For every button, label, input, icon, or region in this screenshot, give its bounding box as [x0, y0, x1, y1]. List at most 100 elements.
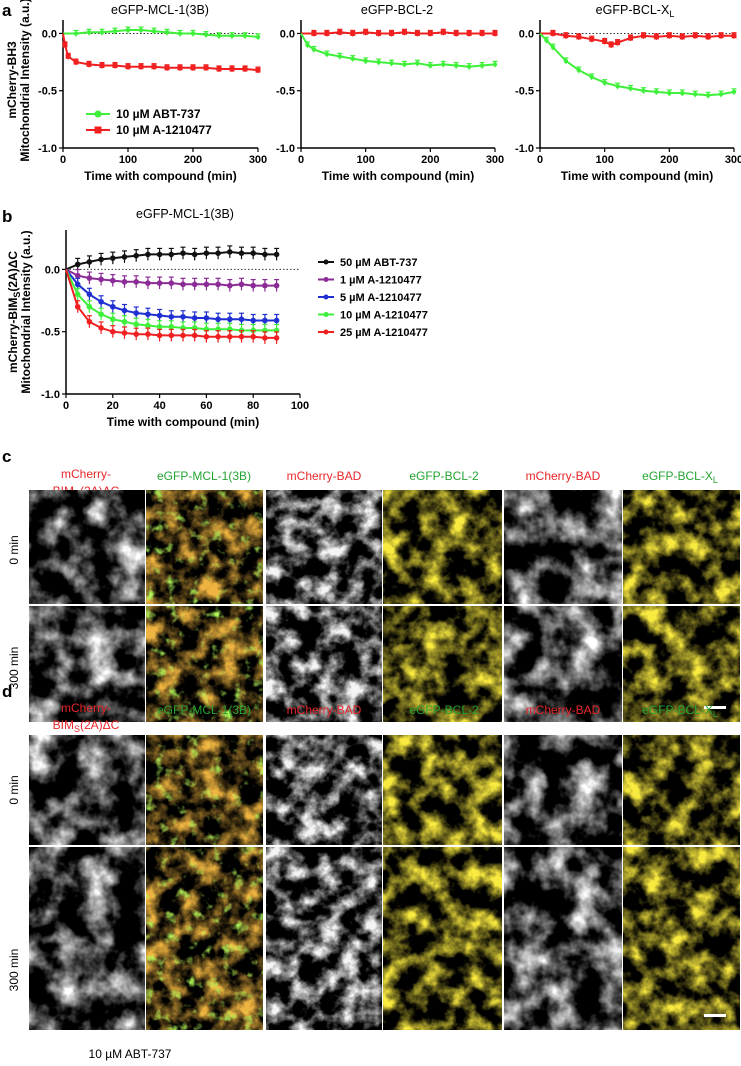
y-tick-label: -1.0 — [276, 143, 295, 155]
data-point — [615, 83, 620, 89]
data-point — [86, 259, 93, 265]
data-point — [168, 332, 175, 339]
c-tile-r1-c1 — [146, 606, 263, 722]
data-point — [215, 250, 221, 256]
y-tick-label: -1.0 — [515, 143, 534, 155]
data-point — [641, 88, 646, 93]
data-point — [229, 33, 235, 38]
data-point — [133, 321, 139, 328]
data-point — [544, 38, 549, 43]
svg-text:Mitochondrial Intensity (a.u.): Mitochondrial Intensity (a.u.) — [18, 0, 32, 162]
data-point — [191, 315, 198, 321]
data-point — [216, 33, 222, 38]
data-point — [441, 62, 446, 67]
data-point — [168, 323, 175, 330]
header-d-bim-line2: BIMS(2A)ΔC — [53, 718, 120, 734]
chart-a-legend: 10 µM ABT-737 10 µM A-1210477 — [86, 107, 212, 137]
data-point — [454, 63, 459, 68]
data-point — [138, 64, 144, 70]
svg-text:5 µM A-1210477: 5 µM A-1210477 — [340, 292, 422, 304]
data-point — [718, 33, 724, 39]
y-tick-label: -0.5 — [38, 86, 57, 98]
x-tick-label: 300 — [249, 154, 267, 166]
row-label-d-300min: 300 min — [7, 949, 21, 992]
data-point — [191, 251, 198, 258]
data-point — [74, 261, 81, 268]
x-axis-label: Time with compound (min) — [84, 169, 236, 183]
data-point — [250, 282, 256, 289]
data-point — [227, 316, 233, 323]
data-point — [110, 255, 116, 261]
chart-a-bcl2: 0.0 -0.5 -1.00 100 200 300 Time with compound … — [276, 20, 504, 183]
legend-b-item-0: 50 µM ABT-737 — [318, 257, 417, 269]
data-point — [563, 58, 569, 64]
data-point — [98, 298, 104, 305]
data-point — [190, 65, 196, 71]
x-tick-label: 100 — [119, 154, 137, 166]
data-point — [164, 30, 170, 35]
data-point — [145, 322, 151, 329]
data-point — [168, 313, 175, 320]
header-c-bclxl: eGFP-BCL-XL — [642, 469, 718, 485]
data-point — [589, 74, 594, 80]
data-point — [121, 318, 128, 325]
data-point — [238, 333, 245, 340]
panel-label-d: d — [2, 682, 12, 701]
data-point — [415, 61, 420, 66]
data-point — [216, 66, 222, 72]
y-tick-label: 0.0 — [45, 264, 60, 276]
data-point — [74, 272, 81, 279]
data-point — [262, 282, 268, 289]
data-point — [440, 29, 446, 35]
data-point — [453, 30, 459, 36]
series-line — [301, 31, 495, 35]
data-point — [731, 33, 737, 39]
x-tick-label: 100 — [291, 400, 309, 412]
d-tile-r1-c3 — [383, 847, 502, 1030]
data-point — [389, 61, 394, 66]
data-point — [363, 58, 368, 64]
data-point — [62, 42, 68, 48]
d-tile-r1-c2 — [266, 847, 382, 1030]
x-tick-label: 100 — [356, 154, 374, 166]
data-point — [680, 90, 685, 96]
y-tick-label: 0.0 — [280, 28, 295, 40]
data-point — [98, 311, 104, 318]
data-point — [250, 250, 256, 256]
data-point — [145, 280, 151, 286]
data-point — [273, 282, 280, 289]
d-tile-r0-c2 — [266, 735, 382, 845]
series-2 — [65, 268, 280, 327]
d-tile-r0-c5 — [623, 735, 740, 845]
d-tile-r1-c0 — [29, 847, 145, 1030]
svg-text:10 µM A-1210477: 10 µM A-1210477 — [116, 123, 212, 137]
data-point — [86, 303, 93, 310]
data-point — [705, 93, 711, 98]
data-point — [692, 33, 698, 39]
data-point — [563, 33, 569, 39]
data-point — [156, 312, 163, 319]
data-point — [273, 317, 280, 324]
data-point — [262, 335, 268, 341]
data-point — [180, 281, 186, 288]
data-point — [255, 34, 261, 40]
header-c-bad2: mCherry-BAD — [526, 469, 601, 483]
series-0 — [63, 26, 261, 40]
data-point — [363, 29, 369, 35]
data-point — [427, 30, 433, 36]
x-tick-label: 0 — [60, 154, 66, 166]
data-point — [65, 53, 71, 59]
data-point — [273, 335, 280, 341]
data-point — [99, 30, 105, 35]
svg-text:50 µM ABT-737: 50 µM ABT-737 — [340, 257, 417, 269]
data-point — [145, 311, 151, 318]
data-point — [608, 42, 614, 48]
legend-item-abt737: 10 µM ABT-737 — [86, 107, 201, 121]
data-point — [215, 281, 221, 288]
data-point — [156, 280, 163, 286]
data-point — [229, 66, 235, 72]
data-point — [666, 33, 672, 39]
x-axis-label: Time with compound (min) — [322, 169, 474, 183]
data-point — [238, 250, 245, 256]
data-point — [203, 315, 210, 321]
